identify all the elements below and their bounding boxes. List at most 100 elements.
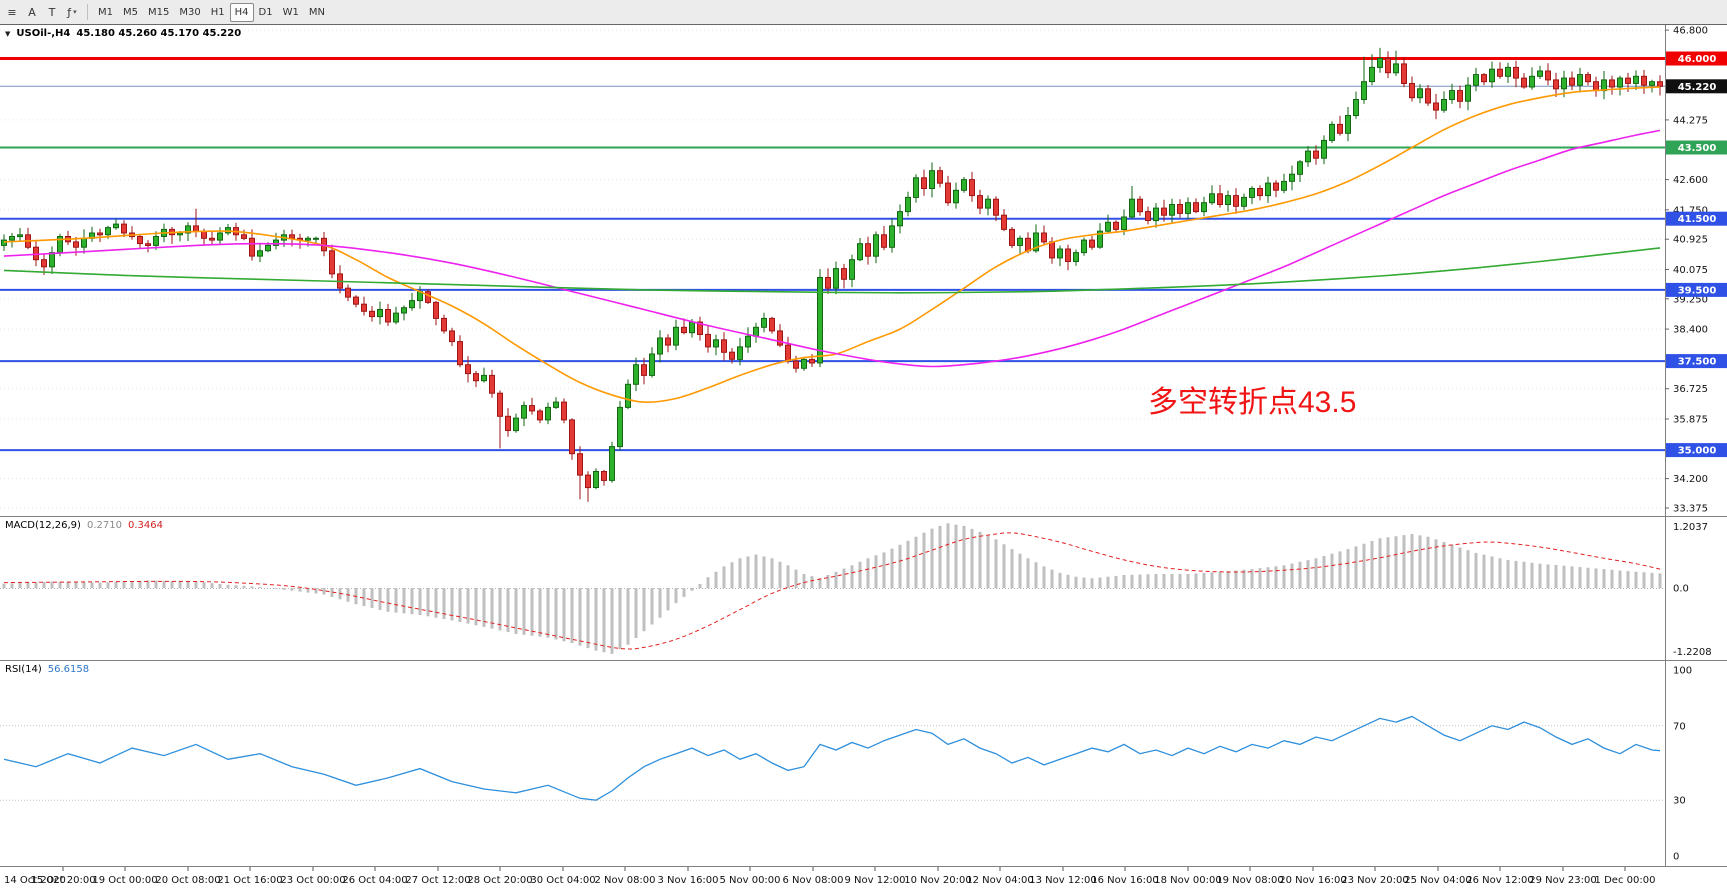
macd-signal-line bbox=[3, 532, 1661, 650]
candle bbox=[1345, 107, 1351, 142]
candle bbox=[1385, 51, 1391, 79]
candle bbox=[1, 234, 7, 251]
timeframe-h1-button[interactable]: H1 bbox=[206, 3, 230, 22]
chart-list-icon[interactable]: ≡ bbox=[2, 3, 22, 22]
chart-title: ▼ USOil-,H4 45.180 45.260 45.170 45.220 bbox=[5, 28, 241, 39]
svg-text:39.500: 39.500 bbox=[1678, 285, 1717, 296]
candle bbox=[1017, 235, 1023, 254]
price-axis: 46.800 44.275 42.600 41.750 40.925 40.075 39.2… bbox=[1665, 24, 1727, 516]
timeframe-m1-button[interactable]: M1 bbox=[93, 3, 118, 22]
candle bbox=[121, 220, 127, 238]
candle bbox=[1233, 188, 1239, 214]
timeframe-w1-button[interactable]: W1 bbox=[278, 3, 304, 22]
candle bbox=[1433, 93, 1439, 120]
svg-text:36.725: 36.725 bbox=[1673, 384, 1708, 395]
main-chart-svg[interactable]: 46.800 44.275 42.600 41.750 40.925 40.075 39.2… bbox=[0, 24, 1727, 516]
candle bbox=[993, 196, 999, 222]
symbol-dropdown-icon[interactable]: ▼ bbox=[5, 29, 11, 38]
svg-text:0: 0 bbox=[1673, 852, 1679, 863]
timeframe-h4-button[interactable]: H4 bbox=[229, 2, 254, 22]
candle bbox=[433, 300, 439, 326]
svg-text:26 Nov 12:00: 26 Nov 12:00 bbox=[1466, 875, 1533, 886]
candle bbox=[497, 390, 503, 449]
candle bbox=[569, 418, 575, 460]
candle bbox=[209, 231, 215, 246]
candle bbox=[1001, 209, 1007, 232]
candle bbox=[17, 228, 23, 242]
candle bbox=[1577, 67, 1583, 93]
svg-text:35.000: 35.000 bbox=[1678, 446, 1717, 457]
candle bbox=[1129, 186, 1135, 219]
candle bbox=[473, 370, 479, 388]
candle bbox=[1249, 186, 1255, 205]
candle bbox=[889, 218, 895, 253]
svg-text:30 Oct 04:00: 30 Oct 04:00 bbox=[530, 875, 595, 886]
candle bbox=[921, 169, 927, 196]
candle bbox=[1593, 76, 1599, 97]
candle bbox=[1521, 73, 1527, 89]
candle bbox=[697, 316, 703, 341]
candle bbox=[1617, 75, 1623, 96]
candle bbox=[1425, 85, 1431, 106]
svg-text:29 Nov 23:00: 29 Nov 23:00 bbox=[1529, 875, 1596, 886]
candle bbox=[1513, 60, 1519, 88]
svg-text:35.875: 35.875 bbox=[1673, 414, 1708, 425]
candle bbox=[273, 232, 279, 250]
candle bbox=[1081, 237, 1087, 256]
svg-text:38.400: 38.400 bbox=[1673, 325, 1708, 336]
candle bbox=[1193, 198, 1199, 214]
candle bbox=[1113, 220, 1119, 232]
candle bbox=[1201, 196, 1207, 217]
candle bbox=[513, 413, 519, 433]
svg-text:15 Oct 20:00: 15 Oct 20:00 bbox=[30, 875, 95, 886]
candle bbox=[961, 177, 967, 193]
svg-text:12 Nov 04:00: 12 Nov 04:00 bbox=[966, 875, 1033, 886]
candle bbox=[361, 296, 367, 316]
candle bbox=[1553, 72, 1559, 97]
candle bbox=[137, 233, 143, 249]
candle bbox=[1169, 198, 1175, 224]
candle bbox=[641, 357, 647, 385]
macd-value-signal: 0.3464 bbox=[127, 520, 163, 531]
candle bbox=[841, 263, 847, 289]
timeframe-m5-button[interactable]: M5 bbox=[118, 3, 143, 22]
svg-text:6 Nov 08:00: 6 Nov 08:00 bbox=[782, 875, 843, 886]
candle bbox=[1537, 65, 1543, 79]
svg-text:16 Nov 16:00: 16 Nov 16:00 bbox=[1091, 875, 1158, 886]
svg-text:0.0: 0.0 bbox=[1673, 584, 1689, 595]
svg-text:23 Oct 00:00: 23 Oct 00:00 bbox=[280, 875, 345, 886]
text-tool-icon[interactable]: T bbox=[42, 3, 62, 22]
candle bbox=[385, 303, 391, 326]
candle bbox=[1441, 91, 1447, 113]
candle bbox=[1305, 146, 1311, 167]
candle bbox=[745, 327, 751, 353]
ma-fast-orange bbox=[3, 86, 1661, 404]
timeframe-d1-button[interactable]: D1 bbox=[254, 3, 278, 22]
candle bbox=[393, 306, 399, 325]
candle bbox=[537, 408, 543, 424]
candle bbox=[1353, 91, 1359, 119]
cursor-tool-icon[interactable]: A bbox=[22, 3, 42, 22]
candle bbox=[1185, 197, 1191, 219]
svg-text:34.200: 34.200 bbox=[1673, 474, 1708, 485]
candle bbox=[249, 229, 255, 261]
svg-text:21 Oct 16:00: 21 Oct 16:00 bbox=[217, 875, 282, 886]
timeframe-mn-button[interactable]: MN bbox=[304, 3, 330, 22]
candle bbox=[833, 261, 839, 295]
macd-header: MACD(12,26,9) 0.2710 0.3464 bbox=[5, 520, 163, 531]
annotation-text[interactable]: 多空转折点43.5 bbox=[1148, 386, 1357, 419]
rsi-header: RSI(14) 56.6158 bbox=[5, 664, 89, 675]
candle bbox=[65, 230, 71, 245]
timeframe-m30-button[interactable]: M30 bbox=[174, 3, 205, 22]
candle bbox=[1297, 160, 1303, 182]
macd-svg[interactable]: 1.2037 0.0 -1.2208 bbox=[0, 516, 1727, 660]
svg-text:2 Nov 08:00: 2 Nov 08:00 bbox=[594, 875, 655, 886]
timeframe-m15-button[interactable]: M15 bbox=[143, 3, 174, 22]
rsi-line bbox=[3, 715, 1661, 801]
candle bbox=[1177, 199, 1183, 218]
indicators-icon[interactable]: ƒ ▾ bbox=[62, 3, 82, 22]
svg-text:41.500: 41.500 bbox=[1678, 214, 1717, 225]
candle bbox=[1225, 190, 1231, 212]
rsi-svg[interactable]: 100 70 30 0 bbox=[0, 660, 1727, 866]
